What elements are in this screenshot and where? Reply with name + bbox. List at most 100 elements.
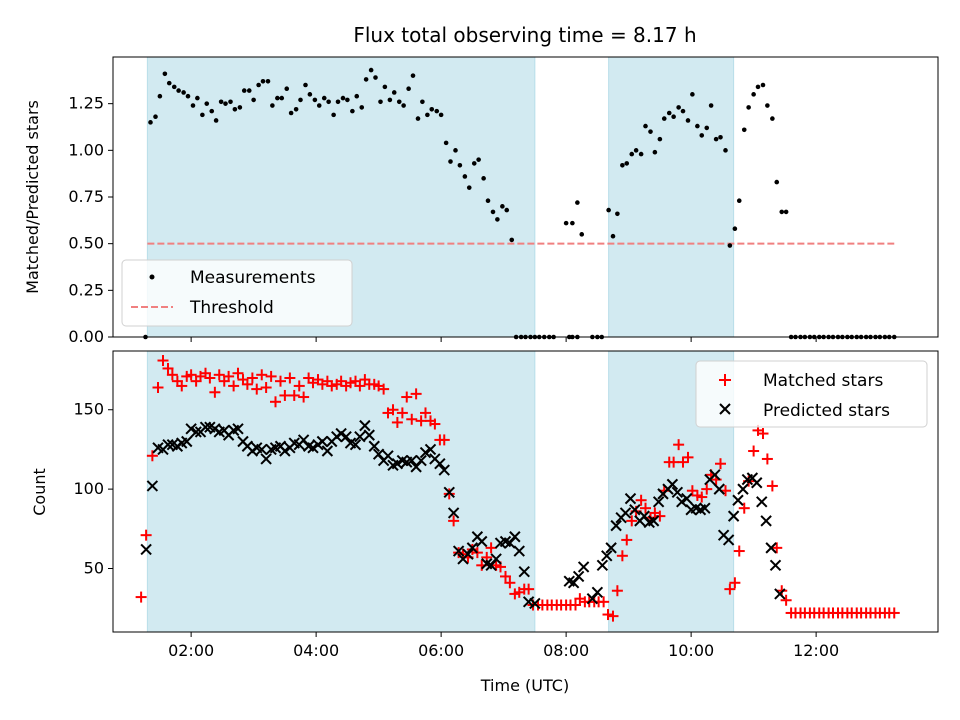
matched-star-point: [335, 375, 347, 387]
y-tick-label: 150: [73, 400, 104, 419]
predicted-star-point: [601, 550, 613, 562]
predicted-star-point: [751, 477, 763, 489]
measurement-point: [434, 108, 440, 114]
measurement-point: [354, 93, 360, 99]
matched-star-point: [715, 458, 726, 470]
predicted-star-point: [756, 496, 768, 508]
matched-star-point: [345, 377, 356, 389]
measurement-point: [629, 151, 635, 157]
matched-star-point: [275, 375, 286, 387]
measurement-point: [490, 209, 496, 215]
matched-star-point: [729, 577, 741, 589]
predicted-star-point: [452, 545, 465, 557]
measurement-point: [760, 82, 766, 88]
bottom-legend-box: [695, 360, 928, 428]
predicted-star-point: [185, 423, 197, 435]
matched-star-point: [279, 389, 291, 401]
matched-star-point: [607, 610, 619, 622]
measurement-point: [166, 80, 172, 86]
matched-star-point: [140, 529, 152, 541]
matched-star-point: [265, 370, 277, 382]
predicted-star-point: [419, 446, 432, 459]
measurement-point: [359, 105, 365, 110]
matched-star-point: [251, 383, 263, 395]
predicted-star-point: [765, 542, 777, 554]
measurement-point: [438, 112, 444, 118]
matched-star-point: [354, 380, 366, 392]
measurement-point: [741, 127, 747, 133]
matched-star-point: [270, 396, 281, 408]
predicted-star-point: [140, 543, 152, 556]
legend-threshold-label: Threshold: [189, 298, 274, 318]
y-tick-label: 1.25: [68, 94, 104, 113]
predicted-star-point: [605, 542, 617, 554]
predicted-star-point: [760, 515, 772, 527]
measurement-point: [751, 92, 756, 97]
measurement-point: [382, 84, 388, 90]
matched-star-point: [256, 369, 268, 381]
x-tick-label: 12:00: [793, 641, 839, 660]
measurement-point: [755, 84, 761, 90]
matched-star-point: [682, 451, 694, 463]
measurement-point: [624, 161, 630, 166]
measurement-point: [563, 220, 569, 226]
x-tick-label: 10:00: [668, 641, 714, 660]
matched-star-point: [157, 355, 169, 367]
x-axis-label: Time (UTC): [480, 676, 569, 695]
matched-star-point: [213, 369, 225, 381]
matched-star-point: [204, 372, 216, 384]
predicted-star-point: [434, 458, 446, 470]
matched-star-point: [640, 502, 651, 514]
predicted-star-point: [307, 442, 319, 454]
measurement-point: [246, 88, 252, 93]
y-tick-label: 0.50: [68, 234, 104, 253]
top-y-ticks: 0.00 0.25 0.50 0.75 1.00 1.25: [68, 94, 113, 346]
measurement-point: [190, 103, 196, 108]
measurement-point: [727, 243, 733, 248]
measurement-point: [378, 99, 383, 105]
measurement-point: [153, 114, 158, 120]
matched-star-point: [223, 370, 235, 382]
y-tick-label: 1.00: [68, 140, 104, 159]
matched-star-point: [176, 380, 188, 392]
predicted-star-point: [572, 570, 585, 583]
predicted-star-point: [619, 507, 632, 519]
measurement-point: [331, 112, 336, 118]
matched-star-point: [378, 383, 390, 395]
matched-star-point: [401, 391, 413, 403]
measurement-point: [633, 148, 639, 153]
measurement-point: [685, 118, 691, 123]
bottom-legend: Matched stars Predicted stars: [695, 360, 928, 428]
measurement-point: [638, 151, 644, 157]
predicted-star-point: [256, 443, 268, 456]
measurement-point: [466, 185, 472, 190]
measurement-point: [676, 105, 681, 110]
predicted-star-point: [513, 545, 525, 557]
predicted-star-point: [591, 586, 604, 599]
measurement-point: [713, 136, 719, 142]
bottom-shaded-regions: [146, 350, 735, 633]
measurement-point: [657, 136, 663, 142]
measurement-point: [176, 88, 181, 93]
predicted-star-point: [671, 486, 684, 499]
predicted-star-point: [596, 559, 609, 572]
measurement-point: [391, 90, 397, 95]
measurement-point: [457, 162, 463, 168]
predicted-star-point: [732, 494, 744, 506]
top-legend: Measurements Threshold: [121, 259, 353, 327]
measurement-point: [321, 95, 327, 101]
measurement-point: [415, 116, 421, 121]
matched-star-point: [616, 550, 628, 562]
measurement-point: [363, 77, 369, 82]
measurement-point: [443, 140, 449, 146]
measurement-point: [774, 179, 780, 185]
top-y-axis-label: Matched/Predicted stars: [23, 100, 42, 294]
predicted-star-point: [774, 588, 786, 600]
predicted-star-point: [316, 435, 329, 448]
measurement-point: [307, 92, 313, 97]
matched-star-point: [448, 515, 460, 527]
measurement-point: [209, 108, 215, 114]
predicted-star-point: [666, 478, 679, 491]
predicted-star-point: [577, 561, 590, 573]
measurement-point: [765, 103, 770, 108]
